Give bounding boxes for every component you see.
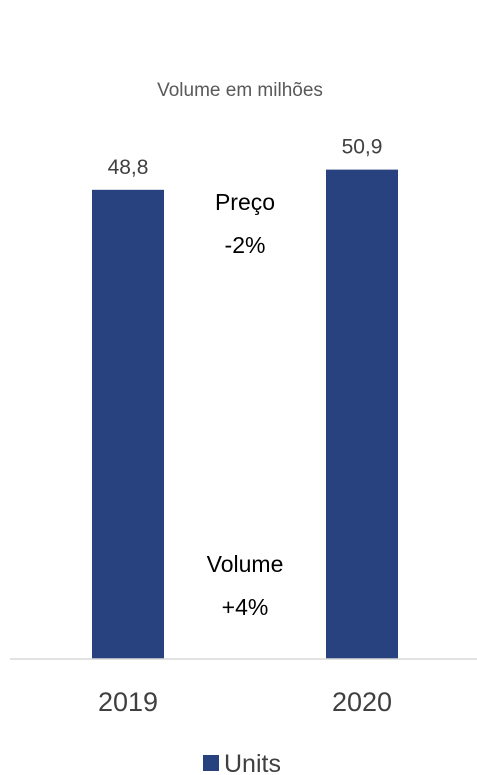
value-labels-group: 48,8 50,9 [108,136,383,179]
legend-swatch-units [203,755,219,771]
value-label-2019: 48,8 [108,156,149,179]
bar-2019 [92,189,164,660]
annotation-price-line2: -2% [225,232,266,258]
x-tick-2020: 2020 [332,687,392,717]
x-tick-2019: 2019 [98,687,158,717]
bar-2020 [326,169,398,659]
annotation-price-line1: Preço [215,189,275,215]
chart-title: Volume em milhões [157,80,323,101]
annotation-volume-line2: +4% [222,594,269,620]
legend-label-units: Units [224,750,281,775]
annotation-volume-line1: Volume [207,551,284,577]
legend: Units [203,750,281,775]
value-label-2020: 50,9 [342,136,383,159]
bars-group [92,169,398,660]
x-tick-labels-group: 2019 2020 [98,687,392,717]
